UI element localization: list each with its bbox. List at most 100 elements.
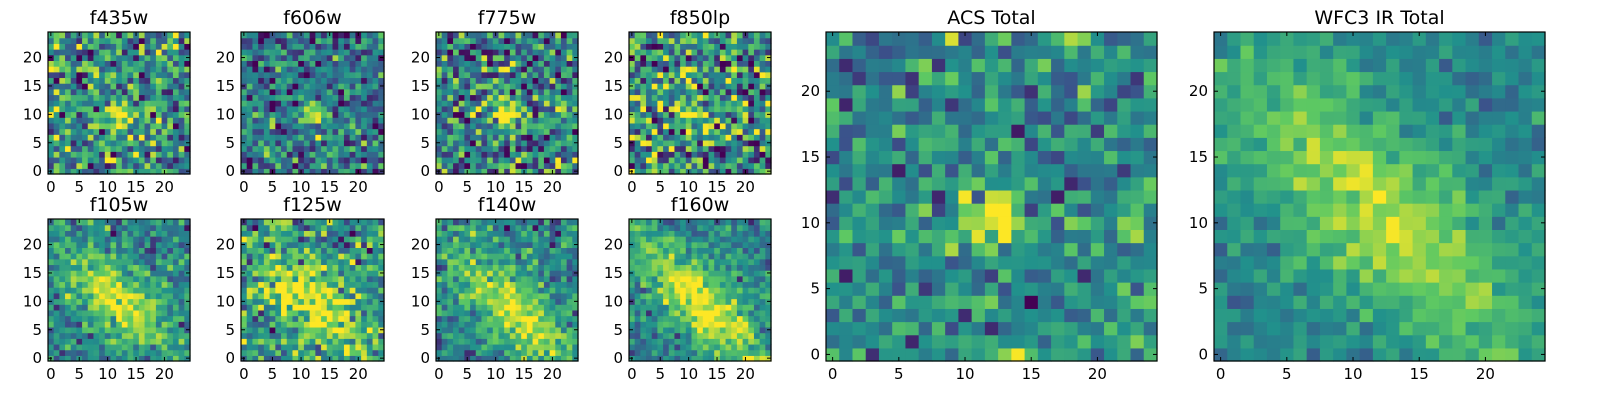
heatmap-cell — [509, 77, 517, 84]
heatmap-cell — [543, 224, 551, 231]
heatmap-cell — [765, 349, 772, 356]
heatmap-cell — [355, 292, 362, 300]
heatmap-cell — [82, 343, 89, 351]
heatmap-cell — [184, 292, 191, 300]
heatmap-cell — [309, 122, 316, 130]
heatmap-cell — [441, 281, 448, 288]
heatmap-cell — [292, 349, 299, 356]
heatmap-cell — [150, 304, 157, 311]
heatmap-cell — [555, 326, 562, 334]
heatmap-cell — [76, 264, 83, 271]
heatmap-cell — [252, 241, 259, 248]
heatmap-cell — [759, 321, 766, 328]
heatmap-cell — [167, 224, 174, 231]
heatmap-cell — [640, 77, 647, 84]
heatmap-cell — [281, 355, 288, 362]
heatmap-cell — [759, 349, 766, 356]
heatmap-cell — [309, 253, 316, 260]
heatmap-cell — [332, 275, 339, 283]
heatmap-cell — [560, 105, 568, 113]
heatmap-cell — [470, 326, 477, 334]
heatmap-cell — [555, 100, 562, 107]
heatmap-cell — [515, 338, 522, 345]
heatmap-cell — [315, 281, 322, 288]
y-tick-label: 20 — [216, 49, 235, 67]
heatmap-cell — [70, 145, 77, 152]
heatmap-cell — [303, 247, 311, 254]
heatmap-cell — [521, 224, 528, 231]
heatmap-cell — [759, 71, 766, 79]
heatmap-cell — [121, 326, 129, 334]
heatmap-cell — [515, 349, 522, 356]
heatmap-cell — [275, 105, 282, 113]
heatmap-cell — [640, 298, 647, 305]
heatmap-cell — [668, 343, 676, 351]
heatmap-cell — [674, 281, 681, 288]
heatmap-cell — [161, 94, 168, 101]
heatmap-cell — [436, 151, 443, 158]
heatmap-cell — [87, 270, 95, 277]
heatmap-cell — [697, 37, 704, 44]
heatmap-cell — [309, 145, 316, 152]
heatmap-cell — [178, 77, 185, 84]
heatmap-cell — [53, 139, 60, 147]
heatmap-cell — [464, 122, 471, 130]
heatmap-cell — [292, 145, 299, 152]
heatmap-cell — [48, 88, 55, 96]
heatmap-cell — [121, 134, 129, 141]
heatmap-cell — [298, 332, 305, 339]
heatmap-cell — [286, 230, 294, 237]
heatmap-cell — [184, 88, 191, 96]
heatmap-cell — [349, 66, 356, 73]
heatmap-cell — [65, 105, 72, 113]
heatmap-cell — [458, 326, 465, 334]
heatmap-cell — [674, 54, 681, 61]
heatmap-cell — [504, 241, 511, 248]
heatmap-cell — [708, 281, 715, 288]
heatmap-cell — [332, 309, 339, 317]
heatmap-cell — [629, 162, 636, 169]
heatmap-cell — [538, 298, 545, 305]
heatmap-cell — [708, 304, 715, 311]
heatmap-cell — [65, 71, 72, 79]
heatmap-cell — [263, 128, 271, 135]
heatmap-cell — [759, 145, 766, 152]
heatmap-cell — [361, 134, 368, 141]
heatmap-cell — [725, 66, 732, 73]
heatmap-cell — [161, 287, 168, 294]
heatmap-cell — [697, 281, 704, 288]
heatmap-cell — [82, 49, 89, 56]
heatmap-cell — [566, 100, 573, 107]
heatmap-cell — [269, 105, 276, 113]
heatmap-cell — [48, 117, 55, 124]
heatmap-cell — [634, 270, 641, 277]
heatmap-cell — [252, 304, 259, 311]
heatmap-cell — [566, 145, 573, 152]
heatmap-cell — [309, 43, 316, 50]
heatmap-cell — [349, 281, 356, 288]
heatmap-cell — [343, 111, 351, 118]
heatmap-cell — [481, 66, 488, 73]
heatmap-cell — [349, 253, 356, 260]
heatmap-cell — [487, 309, 494, 317]
heatmap-cell — [504, 111, 511, 118]
heatmap-cell — [275, 37, 282, 44]
heatmap-cell — [470, 83, 477, 90]
heatmap-cell — [349, 117, 356, 124]
heatmap-cell — [121, 281, 129, 288]
heatmap-cell — [87, 168, 95, 175]
heatmap-cell — [543, 287, 551, 294]
heatmap-cell — [663, 111, 670, 118]
heatmap-cell — [355, 321, 362, 328]
heatmap-cell — [685, 309, 693, 317]
heatmap-cell — [76, 54, 83, 61]
heatmap-cell — [458, 134, 465, 141]
heatmap-cell — [315, 287, 322, 294]
heatmap-cell — [453, 111, 460, 118]
heatmap-cell — [560, 37, 568, 44]
heatmap-cell — [121, 338, 129, 345]
heatmap-cell — [252, 100, 259, 107]
heatmap-cell — [674, 326, 681, 334]
heatmap-cell — [326, 326, 334, 334]
heatmap-cell — [538, 241, 545, 248]
